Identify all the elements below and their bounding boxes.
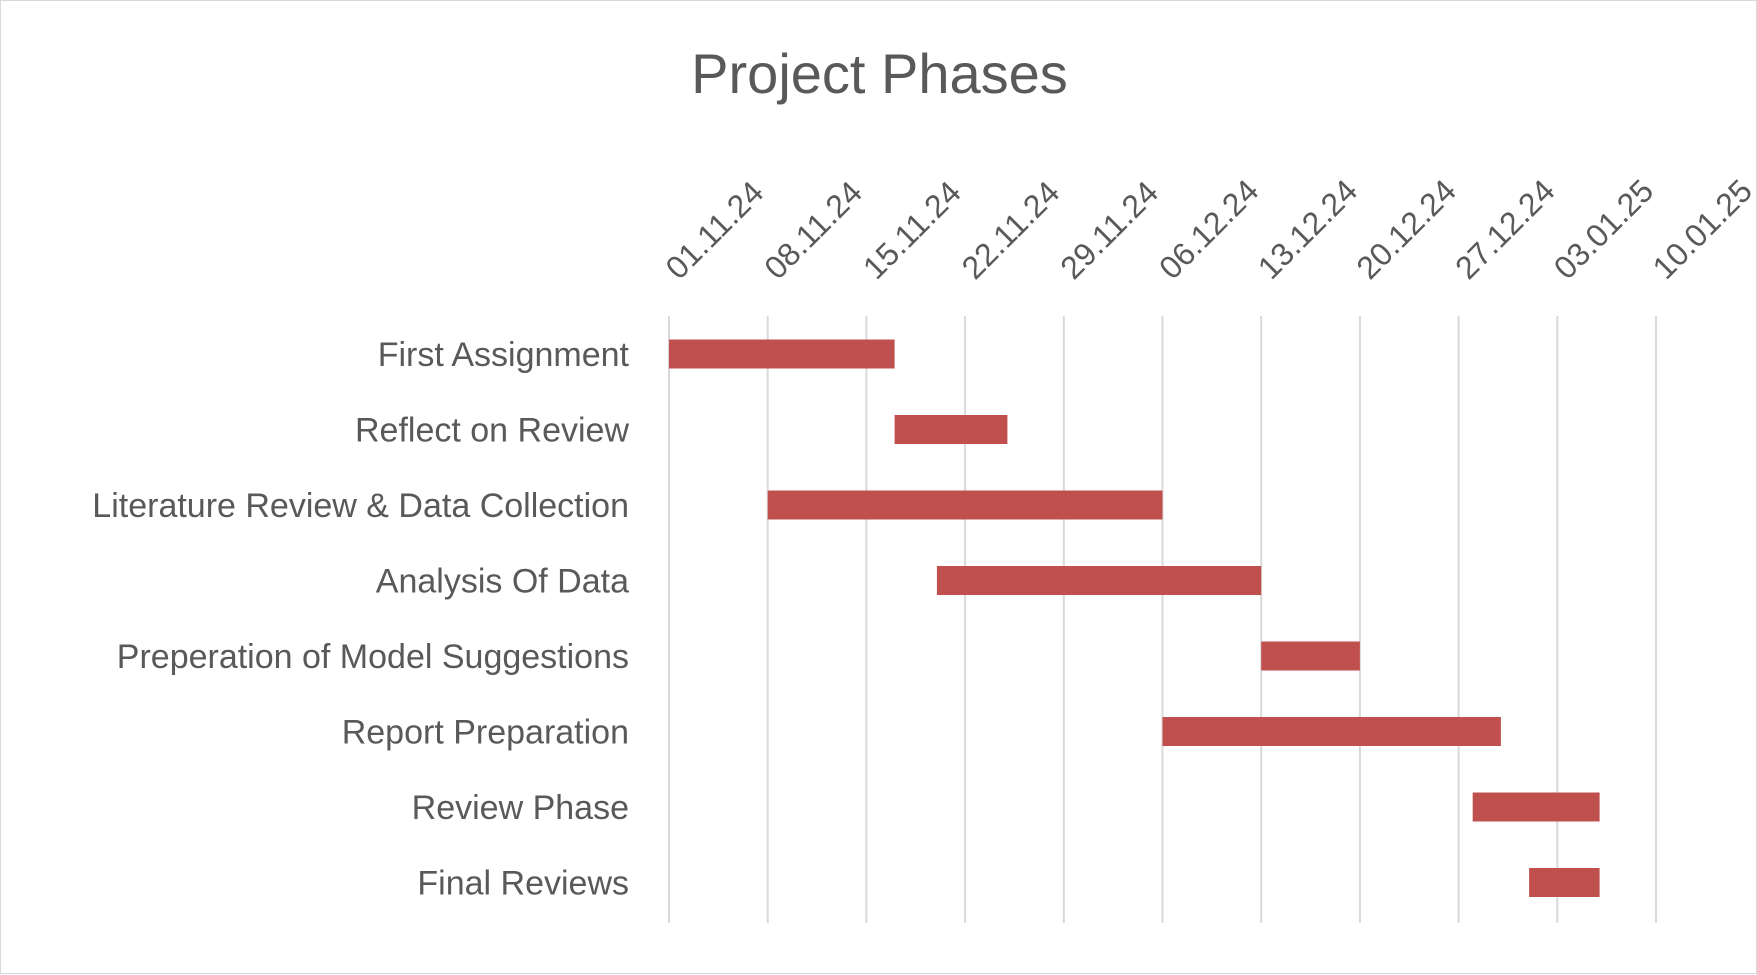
y-axis-labels: First Assignment Reflect on Review Literat… [92,336,629,903]
gantt-bar [936,566,1262,595]
x-axis-ticks: 01.11.2408.11.2415.11.2422.11.2429.11.24… [658,172,1757,286]
chart-title: Project Phases [691,42,1068,105]
x-tick-label: 29.11.24 [1053,174,1165,286]
y-tick-label: Reflect on Review [355,412,629,450]
x-tick-label: 08.11.24 [757,174,869,286]
gantt-bar [894,415,1008,444]
x-tick-label: 10.01.25 [1645,172,1757,286]
gantt-bar [767,490,1163,520]
gantt-bar [1472,792,1600,822]
x-tick-label: 06.12.24 [1152,172,1266,286]
x-tick-label: 27.12.24 [1448,172,1562,286]
y-tick-label: Analysis Of Data [376,563,629,601]
y-tick-label: Final Reviews [417,865,629,903]
bars [669,339,1600,897]
y-tick-label: Report Preparation [342,714,629,752]
gantt-bar [1162,717,1501,746]
y-tick-label: Review Phase [412,789,629,827]
y-tick-label: Literature Review & Data Collection [92,487,629,525]
gridlines [668,316,1657,923]
x-tick-label: 03.01.25 [1547,172,1661,286]
x-tick-label: 22.11.24 [955,174,1067,286]
x-tick-label: 15.11.24 [856,174,968,286]
x-tick-label: 20.12.24 [1349,172,1463,286]
y-tick-label: Preperation of Model Suggestions [117,638,629,676]
gantt-bar [1529,868,1600,897]
x-tick-label: 13.12.24 [1251,172,1365,286]
y-tick-label: First Assignment [378,336,630,374]
gantt-bar [669,339,895,369]
x-tick-label: 01.11.24 [658,174,770,286]
gantt-bar [1261,641,1360,671]
